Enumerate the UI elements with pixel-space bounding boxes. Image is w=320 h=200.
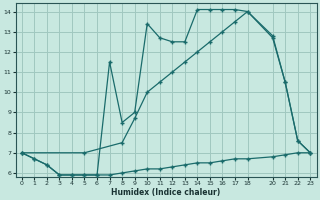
X-axis label: Humidex (Indice chaleur): Humidex (Indice chaleur) bbox=[111, 188, 221, 197]
